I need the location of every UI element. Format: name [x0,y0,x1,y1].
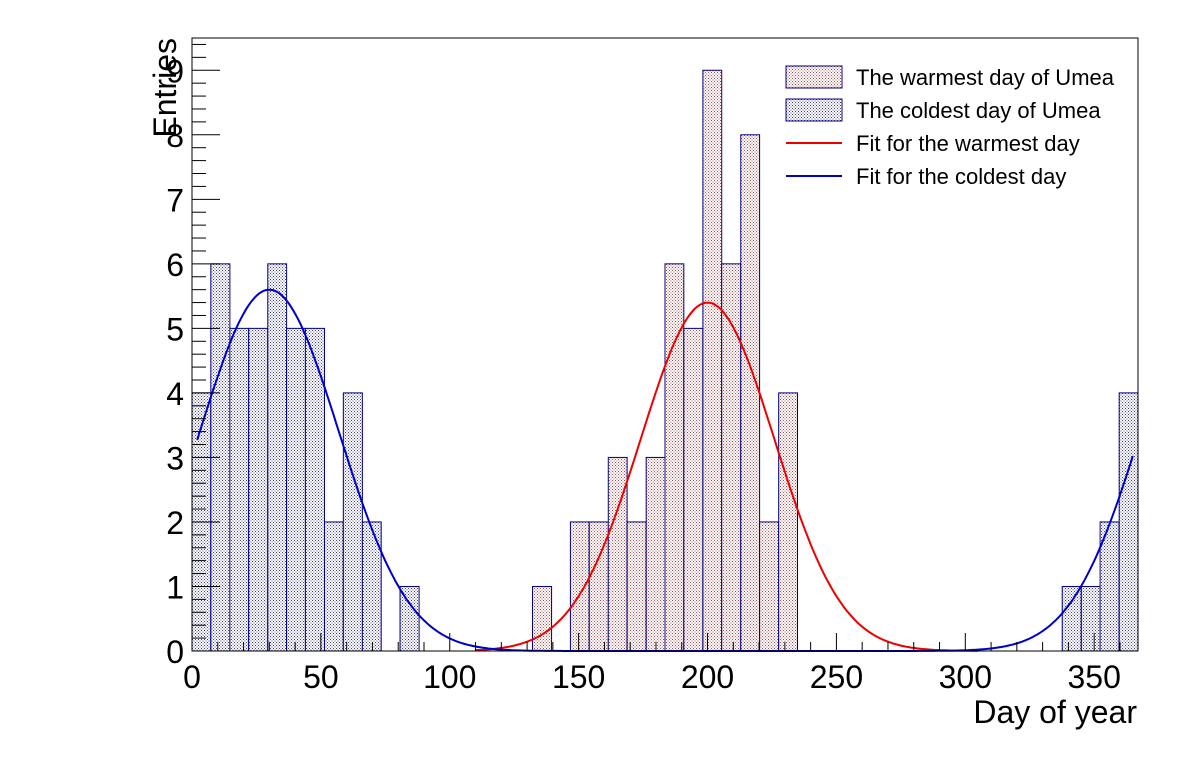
histogram-bar [248,327,269,652]
histogram-bar [683,327,704,652]
y-tick-label: 6 [166,247,184,283]
legend-swatch [785,98,843,122]
histogram-bar [759,521,780,652]
x-axis-title: Day of year [973,694,1137,730]
y-tick-label: 2 [166,505,184,541]
legend-label: The coldest day of Umea [856,98,1101,123]
histogram-bar [229,327,250,652]
histogram-bar [286,327,306,652]
histogram-bar [361,521,382,652]
x-tick-label: 250 [810,659,863,695]
histogram-bar [1061,585,1082,652]
histogram-bar [342,392,363,652]
legend-label: Fit for the warmest day [856,131,1080,156]
plot-frame [191,37,1139,652]
fit-curve [475,301,979,652]
x-tick-label: 0 [183,659,201,695]
x-tick-label: 350 [1067,659,1120,695]
histogram-bar [323,521,344,652]
y-axis-title: Entries [147,38,183,138]
y-tick-label: 8 [166,118,184,154]
y-tick-label: 7 [166,182,184,218]
y-tick-label: 3 [166,440,184,476]
x-tick-label: 100 [423,659,476,695]
histogram-bar [702,69,723,652]
y-axis: 0 1 2 3 4 5 6 7 8 9 [166,43,220,670]
histogram-bar [1118,392,1139,652]
histogram-bar [740,134,761,652]
histogram-bar [645,456,666,652]
legend-swatch [785,65,843,89]
x-tick-label: 50 [303,659,339,695]
histogram-bar [1080,585,1101,652]
x-tick-label: 150 [552,659,605,695]
histogram-bar [267,263,288,652]
x-tick-label: 300 [939,659,992,695]
histogram-bar [532,585,553,652]
histogram-bar [664,263,685,652]
histogram-bars [191,69,1139,652]
y-tick-label: 4 [166,376,184,412]
y-tick-label: 0 [166,634,184,670]
legend-label: Fit for the coldest day [856,164,1066,189]
histogram-bar [569,521,590,652]
y-tick-label: 5 [166,311,184,347]
x-tick-label: 200 [681,659,734,695]
x-axis: 0 50 100 150 200 250 300 350 [183,633,1121,695]
histogram-bar [778,392,798,652]
legend: The warmest day of Umea The coldest day o… [785,65,1115,189]
y-tick-label: 1 [166,569,184,605]
histogram-bar [607,456,628,652]
legend-label: The warmest day of Umea [856,65,1115,90]
histogram-bar [399,585,420,652]
y-tick-label: 9 [166,53,184,89]
histogram-bar [626,521,647,652]
